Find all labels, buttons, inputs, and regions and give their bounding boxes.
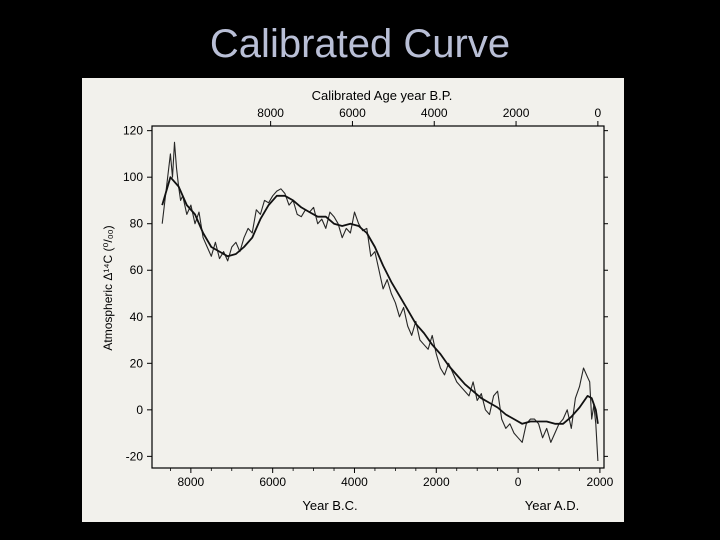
y-tick-label: 20	[130, 356, 144, 370]
y-axis-label: Atmospheric Δ¹⁴C (⁰/₀₀)	[101, 225, 115, 350]
x-tick-label-top: 2000	[503, 106, 530, 120]
smoothed-curve-line	[161, 176, 599, 425]
x-tick-label-top: 4000	[421, 106, 448, 120]
x-axis-label-ad: Year A.D.	[525, 498, 579, 513]
x-tick-label-bottom: 0	[515, 475, 522, 489]
plot-frame	[151, 125, 605, 469]
x-tick-label-top: 6000	[339, 106, 366, 120]
slide-title: Calibrated Curve	[209, 22, 511, 66]
y-tick-label: -20	[126, 449, 144, 463]
calibration-chart: Calibrated Age year B.P. Year B.C. Year …	[101, 88, 614, 513]
x-tick-label-bottom: 4000	[341, 475, 368, 489]
y-tick-label: 0	[136, 403, 143, 417]
y-tick-label: 40	[130, 310, 144, 324]
raw-measurement-line	[161, 141, 599, 462]
axes-group: 120 100 80 60 40 20 0 -20 8000 6000 4000 2000 0 2000 8…	[123, 106, 614, 489]
chart-title: Calibrated Age year B.P.	[312, 88, 453, 103]
series-group	[161, 141, 599, 462]
y-tick-label: 80	[130, 217, 144, 231]
x-tick-label-bottom: 2000	[423, 475, 450, 489]
y-tick-label: 60	[130, 263, 144, 277]
chart-figure: Calibrated Age year B.P. Year B.C. Year …	[82, 78, 624, 522]
x-axis-label-bc: Year B.C.	[302, 498, 357, 513]
x-tick-label-bottom: 2000	[587, 475, 614, 489]
y-tick-label: 100	[123, 170, 143, 184]
y-tick-label: 120	[123, 124, 143, 138]
x-tick-label-bottom: 6000	[259, 475, 286, 489]
x-tick-label-top: 8000	[257, 106, 284, 120]
x-tick-label-top: 0	[595, 106, 602, 120]
x-tick-label-bottom: 8000	[178, 475, 205, 489]
